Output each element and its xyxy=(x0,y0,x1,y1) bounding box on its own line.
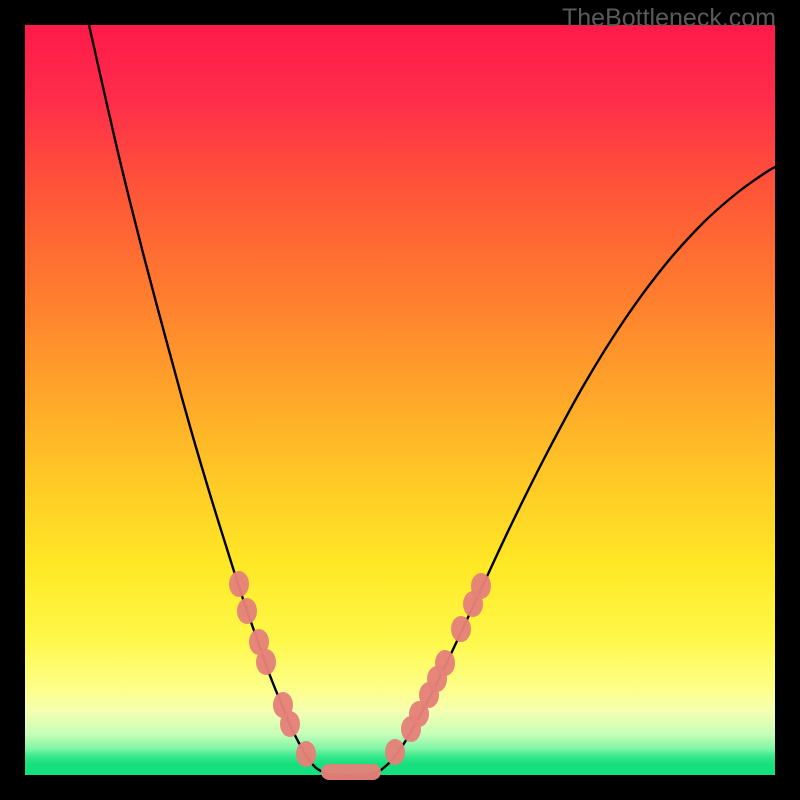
data-marker-bar xyxy=(321,764,381,780)
watermark-text: TheBottleneck.com xyxy=(562,4,776,33)
chart-frame: TheBottleneck.com xyxy=(0,0,800,800)
chart-svg xyxy=(0,0,800,800)
data-marker xyxy=(451,616,471,642)
data-marker xyxy=(471,573,491,599)
plot-gradient xyxy=(25,25,775,775)
data-marker xyxy=(280,711,300,737)
data-marker xyxy=(256,649,276,675)
data-marker xyxy=(385,739,405,765)
data-marker xyxy=(296,741,316,767)
data-marker xyxy=(435,650,455,676)
data-marker xyxy=(237,598,257,624)
data-marker xyxy=(229,571,249,597)
